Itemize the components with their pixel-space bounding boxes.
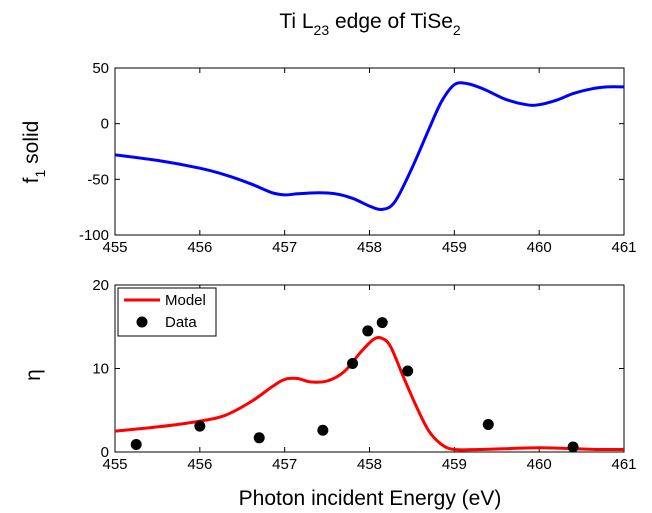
x-tick-label: 460 — [527, 239, 552, 256]
legend-model-label: Model — [165, 292, 206, 309]
data-point — [482, 418, 494, 430]
top-plot-panel: 455 456 457 458 459 460 461 -100 -50 0 50 f1 solid — [20, 60, 637, 256]
top-plot-area — [114, 67, 625, 236]
bottom-y-axis-label: η — [22, 369, 45, 381]
bottom-plot-panel: 455 456 457 458 459 460 461 0 10 20 η Photon inci… — [22, 277, 637, 510]
legend: Model Data — [117, 287, 217, 337]
x-axis-label: Photon incident Energy (eV) — [239, 487, 502, 510]
chart-title: Ti L23 edge of TiSe2 — [279, 10, 461, 38]
y-tick-label: -100 — [79, 227, 109, 244]
x-tick-label: 455 — [102, 239, 127, 256]
x-tick-label: 457 — [272, 239, 297, 256]
data-point — [253, 432, 265, 444]
y-tick-label: -50 — [87, 171, 109, 188]
data-point — [376, 317, 388, 329]
x-tick-label: 456 — [187, 239, 212, 256]
data-point — [402, 365, 414, 377]
f1-series-line — [114, 81, 625, 212]
x-tick-label: 456 — [187, 456, 212, 473]
x-tick-label: 459 — [442, 239, 467, 256]
data-point — [347, 357, 359, 369]
y-tick-label: 0 — [101, 444, 109, 461]
y-tick-label: 50 — [92, 60, 109, 77]
x-tick-label: 461 — [611, 456, 636, 473]
model-series-line — [114, 336, 625, 452]
data-point — [317, 424, 329, 436]
x-tick-label: 461 — [611, 239, 636, 256]
legend-box — [117, 287, 217, 337]
x-tick-label: 455 — [102, 456, 127, 473]
top-y-axis-label: f1 solid — [20, 121, 48, 184]
x-tick-label: 458 — [357, 456, 382, 473]
legend-data-swatch — [136, 316, 148, 328]
data-point — [194, 420, 206, 432]
y-tick-label: 20 — [92, 277, 109, 294]
data-point — [362, 325, 374, 337]
data-point — [567, 441, 579, 453]
x-tick-label: 458 — [357, 239, 382, 256]
x-tick-label: 459 — [442, 456, 467, 473]
y-tick-label: 0 — [101, 116, 109, 133]
y-tick-label: 10 — [92, 361, 109, 378]
x-tick-label: 460 — [527, 456, 552, 473]
data-point — [130, 438, 142, 450]
x-tick-label: 457 — [272, 456, 297, 473]
legend-data-label: Data — [165, 314, 197, 331]
